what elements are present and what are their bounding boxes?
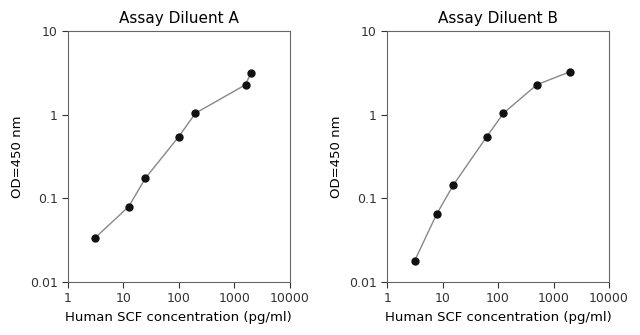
- Title: Assay Diluent B: Assay Diluent B: [438, 11, 558, 26]
- X-axis label: Human SCF concentration (pg/ml): Human SCF concentration (pg/ml): [385, 311, 611, 324]
- Y-axis label: OD=450 nm: OD=450 nm: [11, 116, 24, 198]
- Title: Assay Diluent A: Assay Diluent A: [119, 11, 239, 26]
- X-axis label: Human SCF concentration (pg/ml): Human SCF concentration (pg/ml): [65, 311, 292, 324]
- Y-axis label: OD=450 nm: OD=450 nm: [330, 116, 344, 198]
